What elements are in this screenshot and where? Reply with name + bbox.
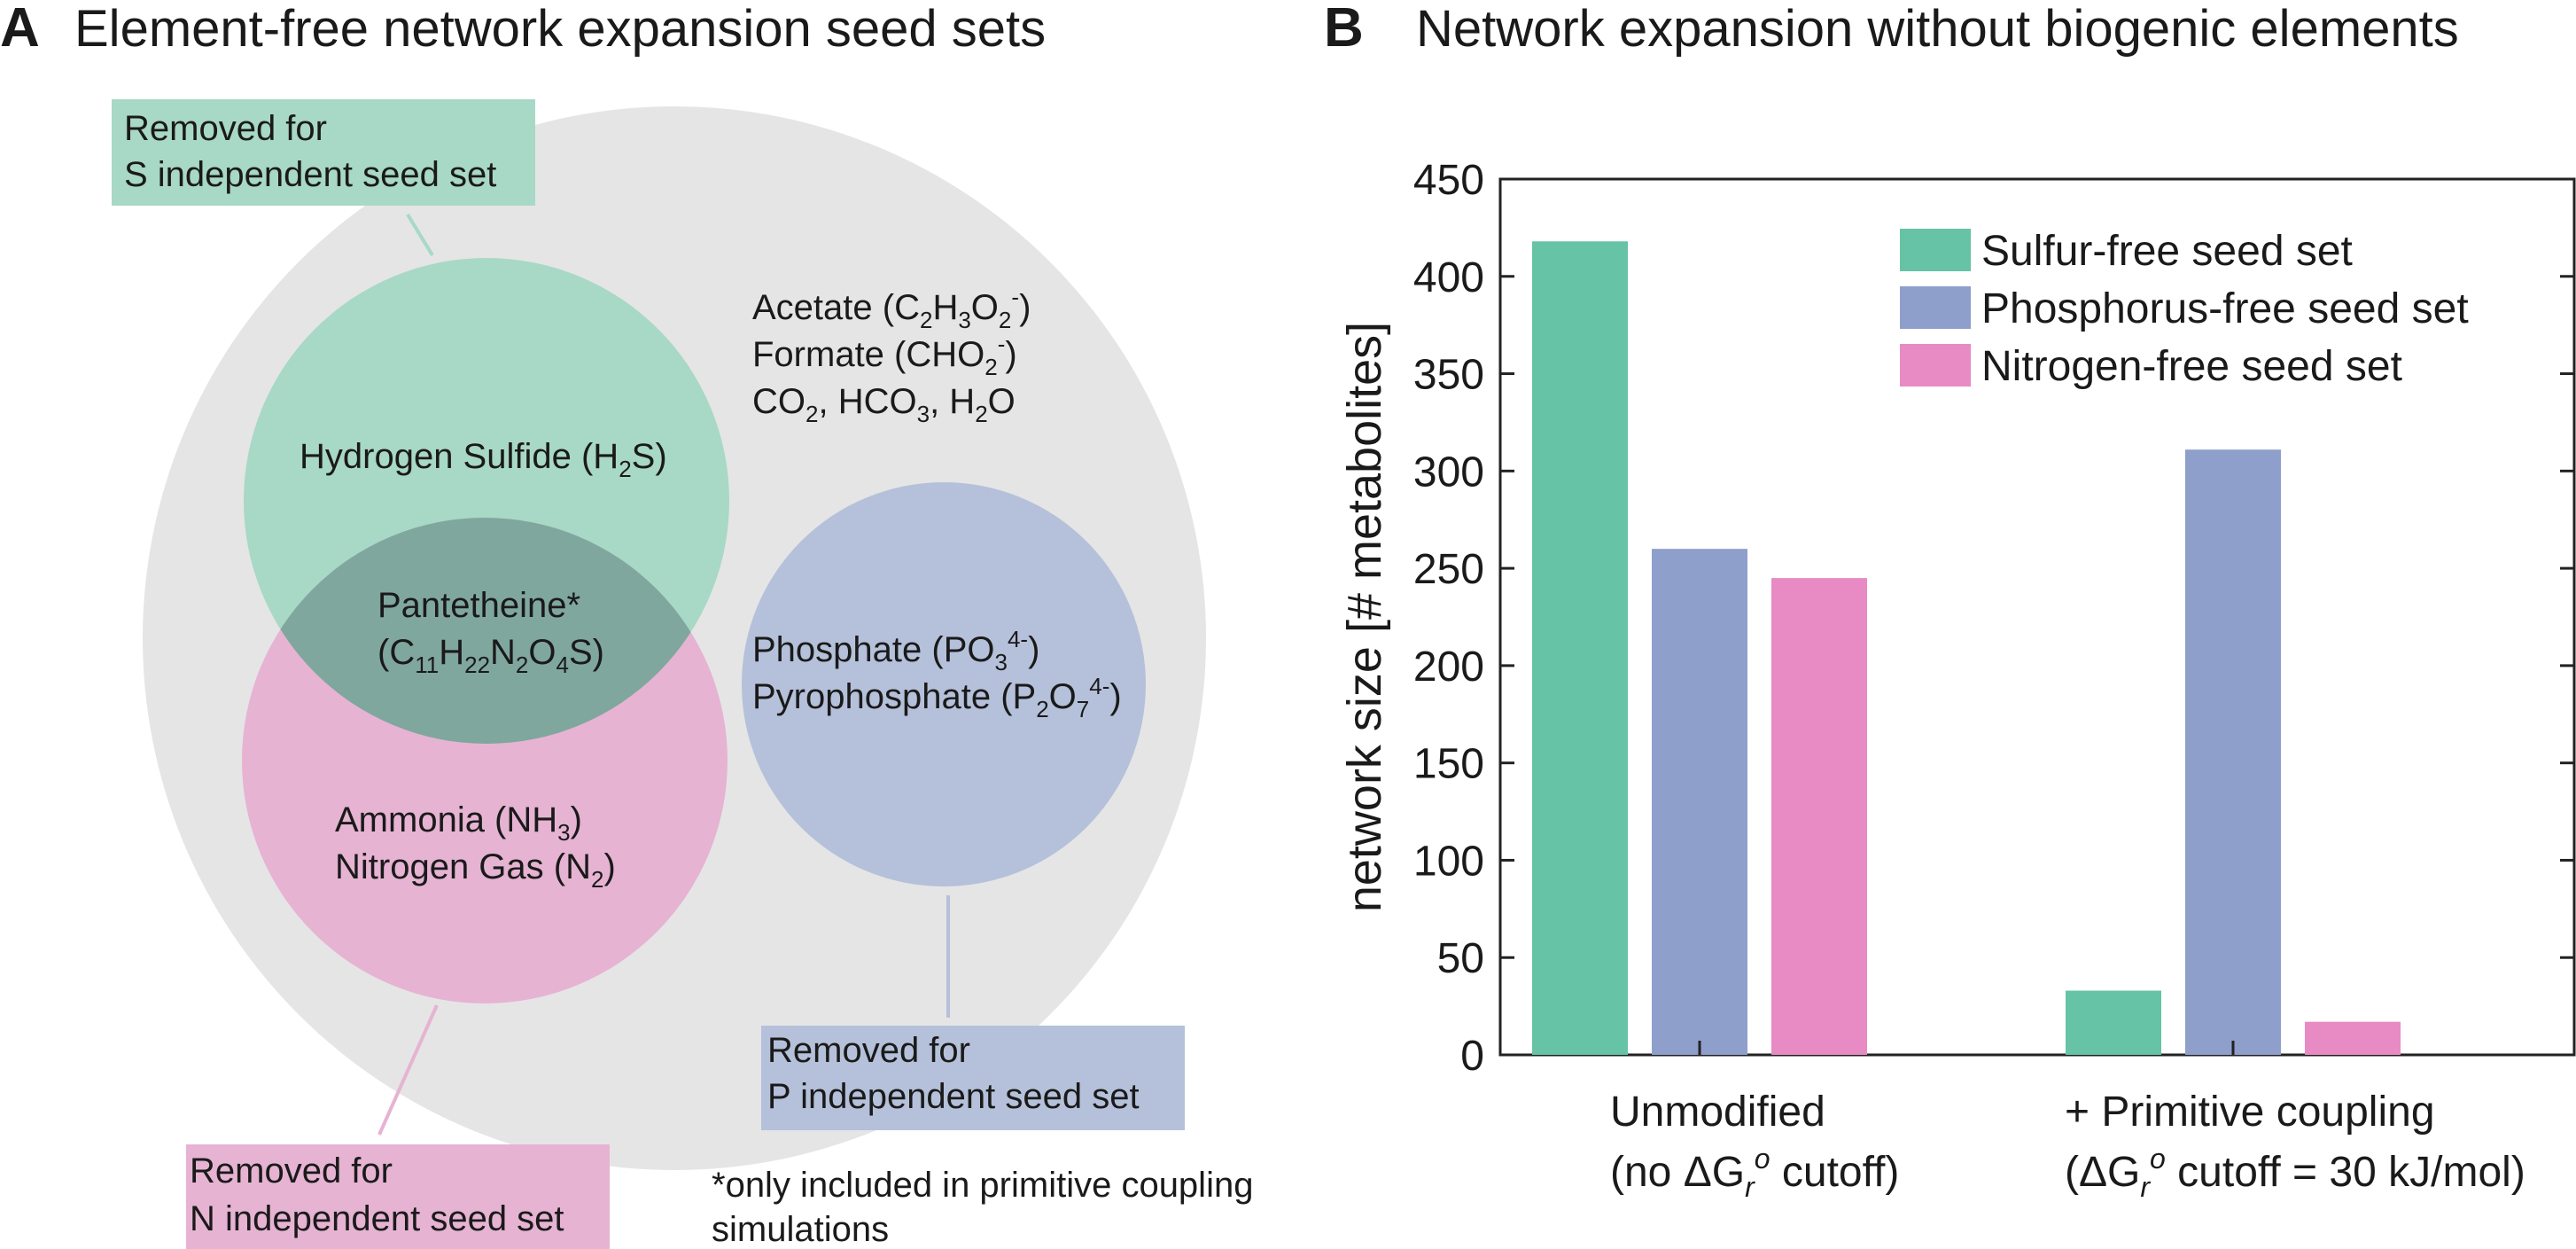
y-tick-label: 400 <box>1413 254 1484 301</box>
x-category-label: + Primitive coupling <box>2065 1089 2435 1136</box>
phosphate-label: Phosphate (PO34-) <box>752 626 1039 675</box>
bar <box>1771 578 1867 1055</box>
x-category-sublabel: (no ΔGro cutoff) <box>1610 1143 1899 1203</box>
footnote-line2: simulations <box>712 1210 889 1249</box>
y-tick-label: 450 <box>1413 157 1484 204</box>
formate-label: Formate (CHO2-) <box>752 331 1017 380</box>
y-tick-label: 0 <box>1460 1033 1484 1080</box>
s-box-line1: Removed for <box>124 109 327 148</box>
y-tick-label: 300 <box>1413 449 1484 496</box>
pyrophosphate-label: Pyrophosphate (P2O74-) <box>752 673 1122 722</box>
panel-a: A Element-free network expansion seed se… <box>0 0 1253 1249</box>
nitrogen-gas-label: Nitrogen Gas (N2) <box>335 847 616 893</box>
panel-a-letter: A <box>0 0 40 59</box>
n-box-line1: Removed for <box>190 1151 393 1190</box>
pantetheine-formula: (C11H22N2O4S) <box>377 633 604 678</box>
y-tick-label: 50 <box>1437 935 1484 982</box>
legend-swatch <box>1900 229 1971 271</box>
bar <box>1652 549 1747 1055</box>
hydrogen-sulfide-label: Hydrogen Sulfide (H2S) <box>300 437 667 482</box>
n-removed-box <box>186 1144 610 1249</box>
phosphorus-circle <box>742 482 1146 886</box>
panel-b: B Network expansion without biogenic ele… <box>1324 0 2576 1203</box>
inorganic-carbon-label: CO2, HCO3, H2O <box>752 382 1016 427</box>
s-box-line2: S independent seed set <box>124 155 496 194</box>
n-connector <box>377 1004 439 1136</box>
legend-label: Phosphorus-free seed set <box>1981 285 2469 332</box>
footnote-line1: *only included in primitive coupling <box>712 1166 1253 1205</box>
sulfur-nitrogen-overlap <box>244 518 728 744</box>
x-category-sublabel: (ΔGro cutoff = 30 kJ/mol) <box>2065 1143 2525 1203</box>
bar <box>2066 990 2161 1055</box>
bar <box>2305 1021 2401 1055</box>
bar-chart: 0 50 100 150 200 250 300 350 400 450 Unmodified (no… <box>1413 157 2576 1203</box>
panel-b-letter: B <box>1324 0 1364 59</box>
pantetheine-label: Pantetheine* <box>377 586 580 625</box>
panel-b-title: Network expansion without biogenic eleme… <box>1416 0 2459 58</box>
x-category-label: Unmodified <box>1610 1089 1825 1136</box>
legend-label: Nitrogen-free seed set <box>1981 343 2402 390</box>
legend-swatch <box>1900 286 1971 329</box>
legend-label: Sulfur-free seed set <box>1981 228 2353 275</box>
acetate-label: Acetate (C2H3O2-) <box>752 284 1031 333</box>
y-tick-label: 100 <box>1413 838 1484 885</box>
legend-swatch <box>1900 344 1971 386</box>
s-removed-box <box>112 99 535 206</box>
y-tick-label: 350 <box>1413 352 1484 399</box>
s-connector <box>406 213 434 257</box>
p-removed-box <box>761 1026 1185 1130</box>
ammonia-label: Ammonia (NH3) <box>335 800 582 846</box>
n-box-line2: N independent seed set <box>190 1199 564 1238</box>
y-tick-label: 250 <box>1413 546 1484 593</box>
bar <box>1532 241 1628 1055</box>
plot-frame <box>1498 177 2576 1057</box>
p-box-line1: Removed for <box>767 1031 970 1070</box>
panel-a-title: Element-free network expansion seed sets <box>74 0 1046 58</box>
y-tick-label: 150 <box>1413 741 1484 788</box>
y-tick-label: 200 <box>1413 644 1484 691</box>
bar <box>2185 449 2281 1055</box>
p-box-line2: P independent seed set <box>767 1077 1140 1116</box>
y-axis-label: network size [# metabolites] <box>1338 322 1391 912</box>
